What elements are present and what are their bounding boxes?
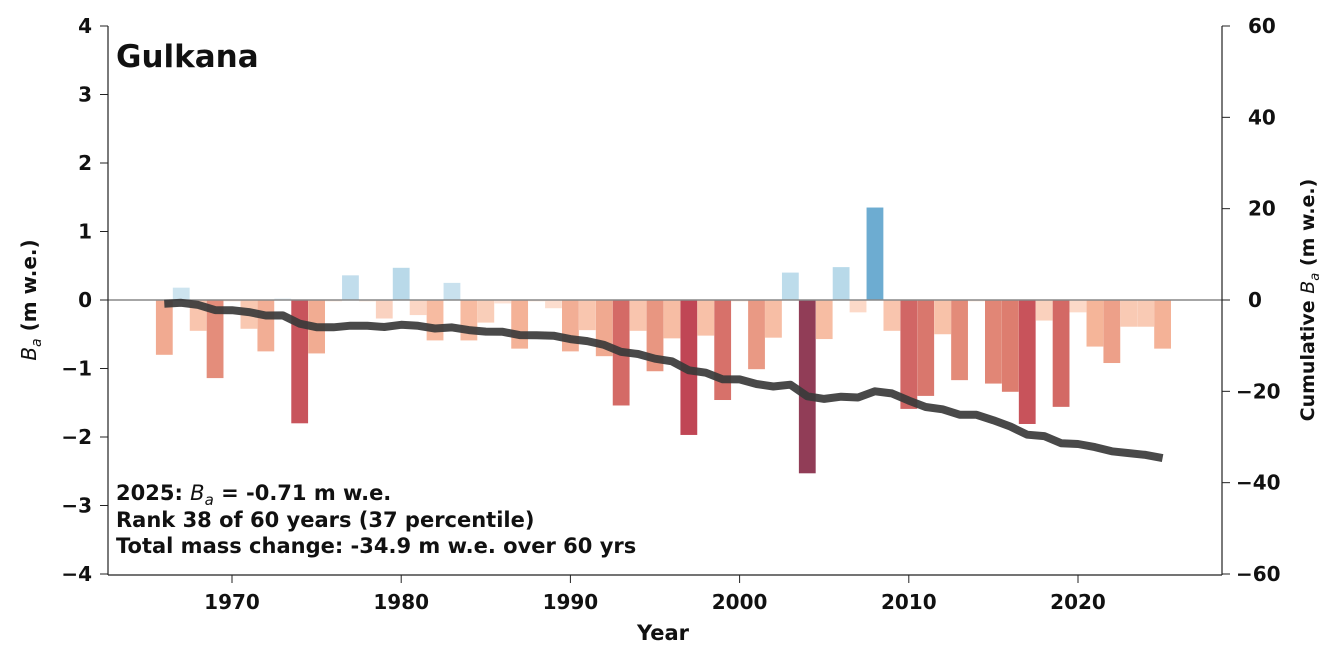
y-tick-label: 0 — [78, 288, 92, 312]
bar-1983 — [443, 282, 461, 300]
y-tick-label: −4 — [61, 562, 92, 586]
bar-2001 — [748, 300, 765, 370]
ticks-group: 1970 1980 1990 2000 2010 2020 4 3 2 1 0 −1 −2 −3 −4 60 4… — [61, 14, 1280, 614]
y-right-tick-label: 0 — [1248, 288, 1262, 312]
y-tick-label: −2 — [61, 425, 92, 449]
bar-1966 — [155, 300, 173, 355]
cumulative-line — [164, 298, 1164, 463]
y-right-tick-label: −20 — [1236, 379, 1281, 403]
y-right-tick-label: −60 — [1236, 562, 1281, 586]
bar-2006 — [832, 267, 850, 300]
bar-1998 — [697, 300, 715, 336]
bar-2012 — [934, 300, 952, 335]
annotation-line-3: Total mass change: -34.9 m w.e. over 60 … — [116, 534, 636, 558]
bar-2017 — [1018, 300, 1036, 424]
bar-2009 — [883, 300, 901, 331]
bar-2024 — [1137, 300, 1155, 327]
bar-2015 — [985, 300, 1002, 384]
annotation-line-2: Rank 38 of 60 years (37 percentile) — [116, 508, 534, 532]
bar-2018 — [1035, 300, 1053, 321]
bar-1974 — [291, 300, 309, 424]
bar-2020 — [1069, 300, 1087, 313]
bar-1986 — [494, 300, 512, 304]
x-tick-label: 2010 — [881, 590, 937, 614]
bar-1999 — [714, 300, 732, 401]
bar-2016 — [1001, 300, 1019, 392]
y-right-tick-label: 40 — [1248, 105, 1276, 129]
bar-1991 — [578, 300, 596, 331]
y-right-tick-label: 20 — [1248, 197, 1276, 221]
bar-2004 — [798, 300, 816, 474]
bar-1982 — [426, 300, 444, 341]
bar-1979 — [375, 300, 393, 319]
bar-2022 — [1103, 300, 1121, 364]
bar-2002 — [765, 300, 782, 338]
x-tick-label: 2000 — [712, 590, 768, 614]
bar-1980 — [392, 267, 410, 300]
bar-2011 — [917, 300, 935, 396]
y-tick-label: −3 — [61, 494, 92, 518]
bar-2023 — [1120, 300, 1138, 327]
bar-2010 — [900, 300, 918, 409]
bar-1967 — [172, 287, 190, 300]
bar-2007 — [849, 300, 867, 313]
bar-2019 — [1052, 300, 1070, 407]
x-axis-label: Year — [636, 621, 690, 645]
bar-1994 — [629, 300, 647, 331]
y-tick-label: −1 — [61, 357, 92, 381]
y-axis-label-left: Ba (m w.e.) — [17, 239, 45, 360]
y-right-tick-label: 60 — [1248, 14, 1276, 38]
bar-2005 — [815, 300, 833, 340]
y-right-tick-label: −40 — [1236, 471, 1281, 495]
bar-1977 — [342, 275, 359, 300]
y-tick-label: 4 — [78, 14, 92, 38]
y-tick-label: 3 — [78, 83, 92, 107]
bar-2021 — [1086, 300, 1104, 347]
bar-1996 — [663, 300, 681, 339]
bar-2003 — [781, 272, 799, 300]
annotation-line-1: 2025: Ba = -0.71 m w.e. — [116, 481, 391, 509]
bar-1972 — [257, 300, 275, 352]
y-tick-label: 2 — [78, 151, 92, 175]
bar-1987 — [511, 300, 529, 349]
y-tick-label: 1 — [78, 220, 92, 244]
x-tick-label: 2020 — [1050, 590, 1106, 614]
x-tick-label: 1990 — [543, 590, 599, 614]
bar-2025 — [1154, 300, 1171, 349]
x-tick-label: 1970 — [204, 590, 260, 614]
bar-2013 — [951, 300, 968, 381]
chart-title: Gulkana — [116, 39, 259, 75]
bar-1981 — [409, 300, 427, 316]
x-tick-label: 1980 — [373, 590, 429, 614]
bar-1969 — [206, 300, 224, 379]
y-axis-label-right: Cumulative Ba (m w.e.) — [1297, 179, 1323, 422]
bar-1989 — [545, 300, 562, 309]
bar-1985 — [477, 300, 495, 323]
bar-2008 — [866, 207, 884, 300]
